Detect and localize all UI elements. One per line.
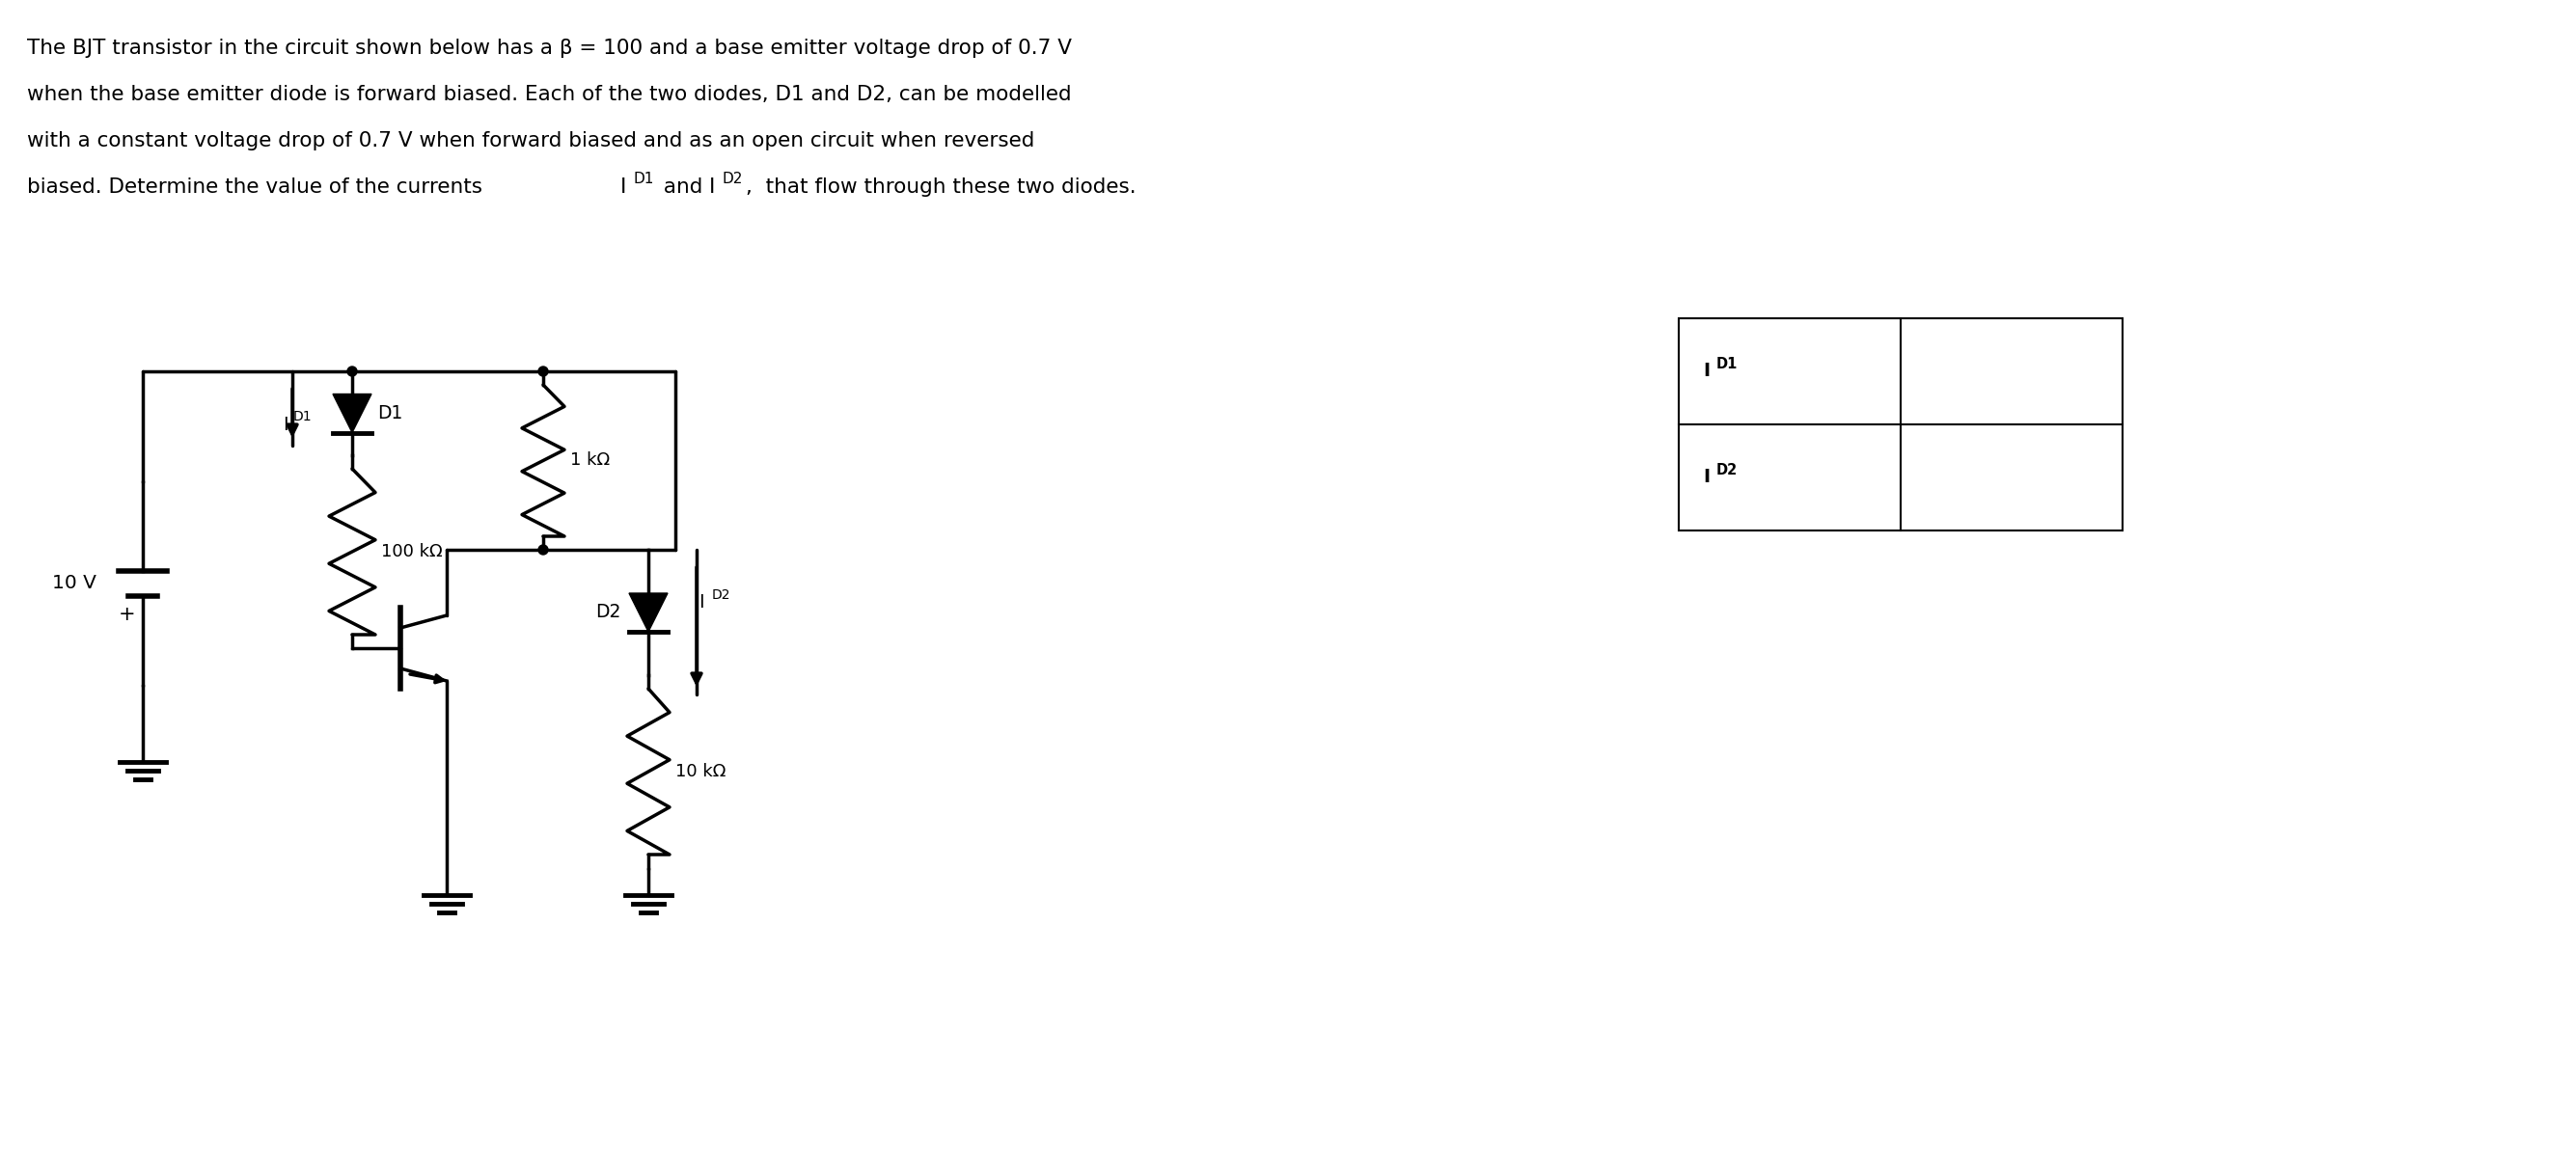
Text: 1 kΩ: 1 kΩ [569, 451, 611, 469]
Text: I: I [708, 178, 716, 196]
Text: D1: D1 [376, 403, 402, 422]
Text: D1: D1 [1716, 357, 1739, 371]
Text: The BJT transistor in the circuit shown below has a β = 100 and a base emitter v: The BJT transistor in the circuit shown … [26, 39, 1072, 58]
Text: 10 kΩ: 10 kΩ [675, 763, 726, 780]
Text: 10 V: 10 V [52, 574, 95, 593]
Polygon shape [629, 593, 667, 631]
Text: I: I [283, 415, 289, 434]
Text: D2: D2 [711, 588, 732, 602]
Text: D1: D1 [294, 410, 312, 423]
Text: +: + [118, 604, 134, 624]
Text: 100 kΩ: 100 kΩ [381, 544, 443, 560]
Circle shape [538, 545, 549, 554]
Text: with a constant voltage drop of 0.7 V when forward biased and as an open circuit: with a constant voltage drop of 0.7 V wh… [26, 131, 1036, 151]
Circle shape [348, 367, 358, 376]
Text: I: I [621, 178, 626, 196]
Text: and: and [657, 178, 708, 196]
Text: when the base emitter diode is forward biased. Each of the two diodes, D1 and D2: when the base emitter diode is forward b… [26, 85, 1072, 104]
Text: ,  that flow through these two diodes.: , that flow through these two diodes. [747, 178, 1136, 196]
Polygon shape [332, 394, 371, 433]
Text: D1: D1 [634, 172, 654, 187]
Text: I: I [1703, 469, 1710, 486]
Circle shape [538, 367, 549, 376]
Text: D2: D2 [595, 603, 621, 622]
Text: biased. Determine the value of the currents: biased. Determine the value of the curre… [26, 178, 495, 196]
Text: I: I [698, 594, 703, 613]
FancyBboxPatch shape [1680, 318, 2123, 531]
Text: D2: D2 [724, 172, 744, 187]
Text: I: I [1703, 362, 1710, 380]
Text: D2: D2 [1716, 463, 1739, 477]
